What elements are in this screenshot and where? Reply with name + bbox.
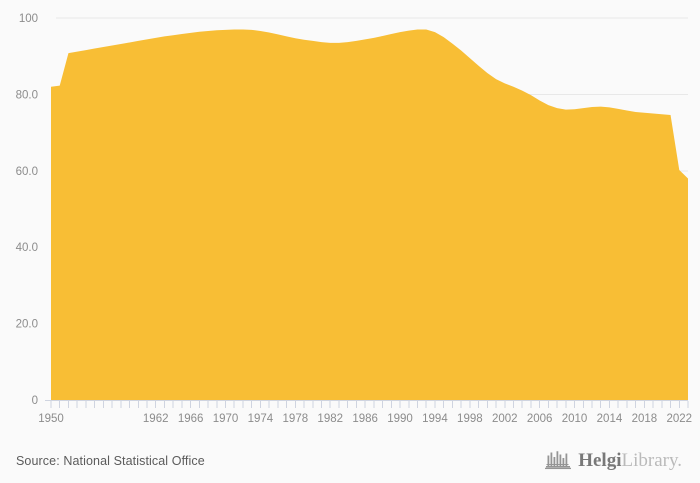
svg-text:1982: 1982 bbox=[317, 413, 343, 425]
svg-text:1970: 1970 bbox=[213, 413, 239, 425]
svg-text:1998: 1998 bbox=[457, 413, 483, 425]
library-building-icon bbox=[545, 451, 572, 470]
brand-name-primary: Helgi bbox=[578, 450, 622, 471]
svg-text:2010: 2010 bbox=[562, 413, 588, 425]
x-axis-tick-labels: 1950 1962 1966 1970 1974 1978 1982 1986 1990 1994… bbox=[38, 413, 692, 425]
svg-text:60.0: 60.0 bbox=[16, 166, 38, 178]
y-axis-tick-labels: 0 20.0 40.0 60.0 80.0 100 bbox=[16, 13, 38, 407]
svg-text:2006: 2006 bbox=[527, 413, 553, 425]
source-label: Source: National Statistical Office bbox=[16, 453, 205, 468]
svg-text:1974: 1974 bbox=[248, 413, 274, 425]
svg-text:2018: 2018 bbox=[632, 413, 658, 425]
brand-wordmark: HelgiLibrary. bbox=[578, 451, 682, 470]
svg-text:2022: 2022 bbox=[666, 413, 692, 425]
svg-text:1950: 1950 bbox=[38, 413, 64, 425]
svg-text:80.0: 80.0 bbox=[16, 89, 38, 101]
svg-text:1978: 1978 bbox=[283, 413, 309, 425]
chart-footer: Source: National Statistical Office He bbox=[0, 438, 700, 483]
chart-plot-area: 0 20.0 40.0 60.0 80.0 100 1950 1962 1966 1970 197… bbox=[16, 13, 692, 425]
x-axis bbox=[45, 400, 689, 408]
svg-text:1994: 1994 bbox=[422, 413, 448, 425]
area-series-path bbox=[51, 29, 688, 401]
svg-text:0: 0 bbox=[32, 395, 38, 407]
svg-text:40.0: 40.0 bbox=[16, 242, 38, 254]
svg-text:1986: 1986 bbox=[352, 413, 378, 425]
helgi-library-logo[interactable]: HelgiLibrary. bbox=[545, 451, 682, 470]
brand-name-secondary: Library. bbox=[621, 450, 683, 471]
svg-text:1990: 1990 bbox=[387, 413, 413, 425]
svg-text:1962: 1962 bbox=[143, 413, 169, 425]
area-chart: 0 20.0 40.0 60.0 80.0 100 1950 1962 1966 1970 197… bbox=[16, 13, 692, 425]
svg-text:2014: 2014 bbox=[597, 413, 623, 425]
svg-text:2002: 2002 bbox=[492, 413, 518, 425]
svg-text:100: 100 bbox=[19, 13, 38, 25]
svg-text:20.0: 20.0 bbox=[16, 319, 38, 331]
svg-text:1966: 1966 bbox=[178, 413, 204, 425]
